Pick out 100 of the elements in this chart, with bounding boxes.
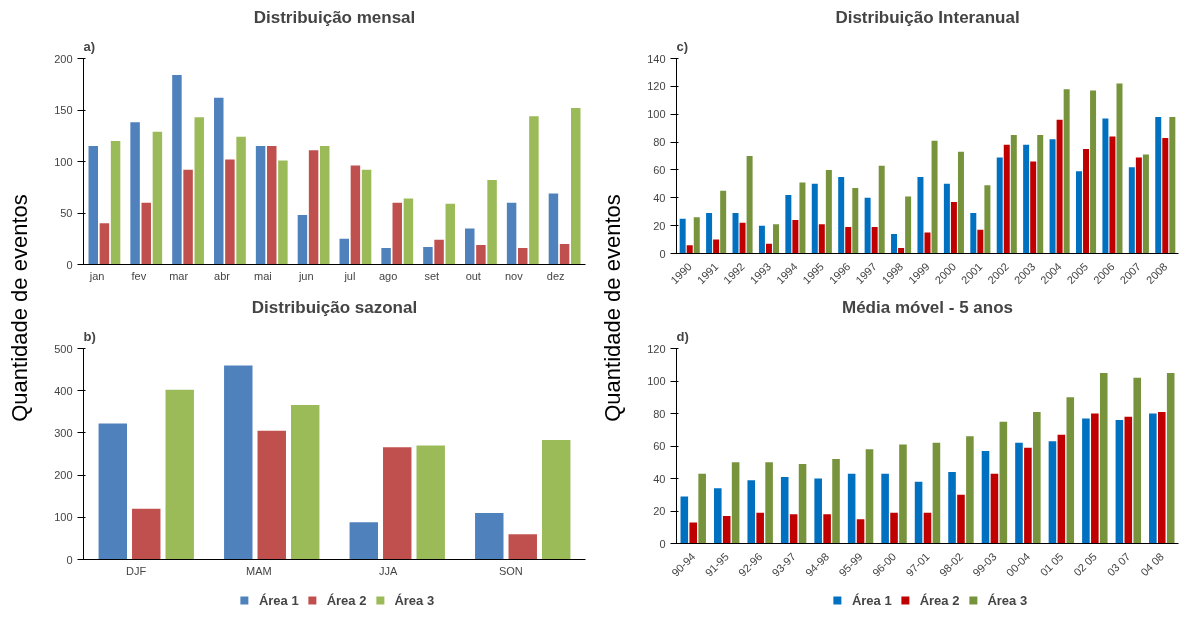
y-tick-label: 200 — [54, 52, 73, 65]
bar — [1066, 397, 1075, 544]
bar — [130, 122, 140, 265]
bar — [255, 146, 266, 265]
x-tick-label: MAM — [246, 564, 272, 577]
y-tick-label: 80 — [653, 136, 666, 149]
y-tick-label: 50 — [60, 207, 73, 219]
bar — [792, 220, 799, 254]
bar — [838, 176, 845, 254]
bar — [864, 197, 871, 254]
bar — [224, 365, 253, 560]
x-tick-label: 02 05 — [1071, 550, 1100, 579]
bar — [823, 514, 831, 544]
bar — [731, 462, 740, 544]
y-tick-label: 40 — [653, 191, 666, 204]
bar — [756, 512, 764, 544]
bar — [1116, 83, 1123, 254]
chart-title: Distribuição mensal — [253, 7, 416, 27]
bar — [747, 480, 756, 544]
bar — [713, 239, 720, 254]
legend-label: Área 1 — [258, 592, 299, 608]
x-tick-label: set — [424, 269, 440, 282]
y-tick-label: 120 — [647, 80, 666, 93]
bar — [1033, 411, 1041, 544]
y-tick-label: 200 — [54, 469, 73, 482]
bar — [559, 243, 570, 265]
bar — [999, 421, 1008, 544]
bar — [693, 217, 700, 254]
x-tick-label: nov — [505, 269, 524, 282]
text: c) — [676, 38, 689, 54]
bar — [917, 176, 924, 254]
y-tick-label: 500 — [54, 342, 73, 355]
bar — [361, 169, 372, 265]
y-tick-label: 100 — [647, 375, 666, 387]
bar — [225, 159, 235, 265]
bar — [689, 522, 698, 544]
text: d) — [676, 328, 689, 344]
bar — [773, 224, 780, 254]
x-tick-label: mai — [254, 269, 272, 282]
x-tick-label: 03 07 — [1104, 550, 1133, 579]
text: b) — [83, 328, 96, 344]
bar — [487, 180, 497, 265]
bar — [434, 239, 444, 265]
bar — [236, 136, 246, 265]
bar — [403, 198, 414, 265]
bar — [392, 202, 402, 265]
chart-title: Distribuição sazonal — [251, 297, 418, 317]
bar — [465, 228, 475, 265]
bar — [152, 131, 163, 265]
bar — [981, 450, 990, 544]
bar — [1063, 89, 1070, 254]
bar — [847, 473, 856, 544]
bar — [825, 169, 832, 254]
bar — [1162, 137, 1169, 254]
bar — [1024, 447, 1032, 544]
bar — [476, 244, 486, 265]
bar — [308, 150, 319, 265]
x-tick-label: jun — [297, 269, 314, 282]
y-tick-label: 150 — [54, 104, 73, 116]
bar — [996, 157, 1003, 254]
bar — [383, 447, 412, 560]
bar — [1155, 117, 1162, 254]
y-tick-label: 100 — [647, 108, 666, 121]
bar — [811, 183, 818, 254]
bar — [1057, 434, 1066, 544]
y-tick-label: 120 — [647, 342, 666, 355]
bar — [957, 494, 965, 544]
y-tick-label: 60 — [653, 163, 666, 176]
y-axis-title: Quantidade de eventos — [7, 194, 32, 422]
bar — [814, 478, 822, 544]
bar — [706, 213, 713, 254]
bar — [1149, 413, 1157, 544]
bar — [349, 522, 379, 560]
bar — [110, 140, 121, 265]
bar — [890, 512, 898, 544]
bar — [445, 203, 455, 265]
bar — [339, 238, 349, 265]
x-tick-label: dez — [546, 269, 565, 282]
bar — [984, 185, 991, 254]
bar — [508, 534, 537, 560]
bar — [818, 224, 825, 254]
bar — [1135, 157, 1142, 254]
bar — [758, 225, 765, 254]
bar — [948, 472, 956, 544]
bar — [88, 146, 98, 265]
bar — [423, 246, 433, 265]
y-tick-label: 0 — [659, 537, 666, 550]
bar — [194, 117, 204, 265]
y-tick-label: 100 — [54, 511, 73, 524]
y-tick-label: 0 — [66, 553, 73, 566]
bar — [1091, 413, 1099, 544]
bar — [541, 440, 571, 560]
y-tick-label: 60 — [653, 440, 666, 452]
bar — [739, 222, 746, 254]
bar — [899, 444, 907, 544]
bar — [943, 183, 950, 254]
bar — [1010, 135, 1017, 254]
legend-label: Área 3 — [987, 592, 1028, 608]
y-tick-label: 140 — [647, 52, 666, 65]
chart-title: Distribuição Interanual — [835, 7, 1020, 27]
